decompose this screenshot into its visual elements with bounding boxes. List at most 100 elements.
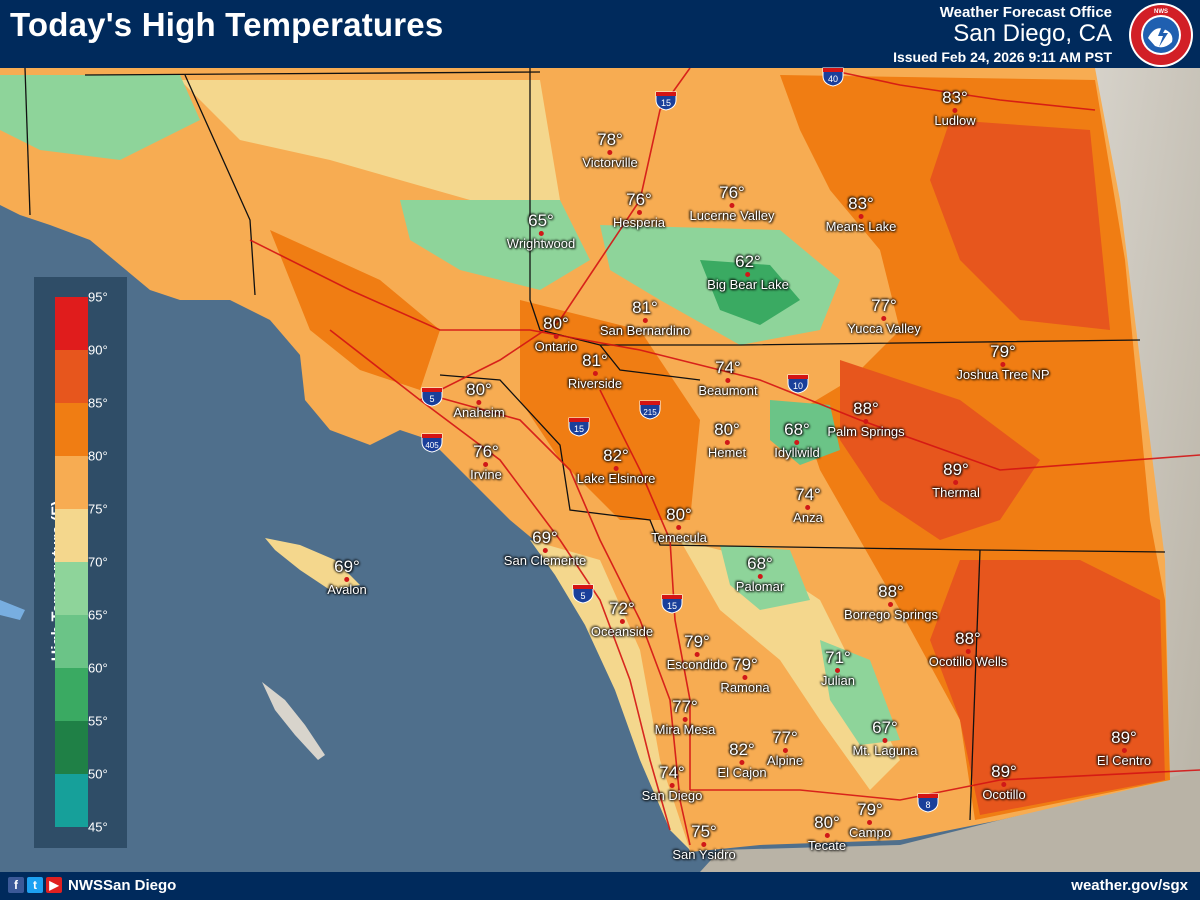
city-name: Riverside — [567, 375, 623, 391]
offshore-island-west — [0, 600, 25, 620]
svg-text:405: 405 — [425, 441, 439, 450]
cool-high-desert — [180, 80, 560, 200]
city-temp: 68° — [747, 554, 773, 573]
city-name: Hemet — [707, 444, 747, 460]
city-name: Avalon — [327, 581, 367, 597]
city-dot-icon — [476, 399, 482, 405]
city-temp: 77° — [672, 697, 698, 716]
city-temp: 77° — [772, 728, 798, 747]
legend-swatch-60-65 — [55, 615, 88, 668]
city-dot-icon — [858, 213, 864, 219]
interstate-5-shield-icon: 5 — [421, 387, 443, 407]
city-dot-icon — [725, 377, 731, 383]
city-name: Oceanside — [590, 623, 654, 639]
city-name: Joshua Tree NP — [956, 366, 1050, 382]
city-temp: 80° — [466, 380, 492, 399]
city-temp: 79° — [684, 632, 710, 651]
city-dot-icon — [344, 576, 350, 582]
city-dot-icon — [863, 418, 869, 424]
city-dot-icon — [642, 317, 648, 323]
website-link[interactable]: weather.gov/sgx — [1071, 877, 1188, 894]
city-palm-springs: 88° Palm Springs — [827, 400, 904, 438]
city-dot-icon — [538, 230, 544, 236]
city-lucerne-valley: 76° Lucerne Valley — [689, 184, 774, 222]
interstate-5-south-shield-icon: 5 — [572, 584, 594, 604]
city-temp: 78° — [597, 130, 623, 149]
city-anaheim: 80° Anaheim — [453, 381, 504, 419]
svg-text:215: 215 — [643, 408, 657, 417]
city-dot-icon — [952, 107, 958, 113]
city-campo: 79° Campo — [849, 801, 891, 839]
city-name: Hesperia — [612, 214, 666, 230]
interstate-8-shield-icon: 8 — [917, 793, 939, 813]
twitter-icon[interactable]: t — [27, 877, 43, 893]
city-temecula: 80° Temecula — [651, 506, 707, 544]
temperature-map — [0, 68, 1200, 872]
city-dot-icon — [592, 370, 598, 376]
city-thermal: 89° Thermal — [932, 461, 980, 499]
green-palomar — [720, 545, 810, 610]
city-temp: 82° — [729, 740, 755, 759]
green-san-gabriel — [400, 200, 590, 290]
city-dot-icon — [835, 667, 841, 673]
city-name: Tecate — [807, 837, 847, 853]
city-dot-icon — [682, 716, 688, 722]
svg-text:15: 15 — [574, 424, 584, 434]
cool-coast-strip — [530, 540, 690, 850]
city-temp: 88° — [853, 399, 879, 418]
city-idyllwild: 68° Idyllwild — [774, 421, 820, 459]
city-dot-icon — [745, 271, 751, 277]
legend-swatch-90-95 — [55, 297, 88, 350]
city-el-cajon: 82° El Cajon — [717, 741, 766, 779]
city-temp: 88° — [955, 629, 981, 648]
city-name: Mira Mesa — [654, 721, 716, 737]
city-temp: 72° — [609, 599, 635, 618]
city-hesperia: 76° Hesperia — [613, 191, 665, 229]
legend-swatch-50-55 — [55, 721, 88, 774]
legend-tick: 95° — [88, 289, 108, 305]
very-hot-imperial — [930, 560, 1165, 815]
city-temp: 69° — [334, 557, 360, 576]
city-temp: 77° — [871, 296, 897, 315]
legend-swatch-70-75 — [55, 509, 88, 562]
city-temp: 80° — [666, 505, 692, 524]
city-name: Beaumont — [698, 382, 758, 398]
very-hot-mojave — [930, 120, 1110, 330]
green-laguna — [820, 640, 900, 745]
svg-text:15: 15 — [667, 601, 677, 611]
legend-tick: 60° — [88, 660, 108, 676]
facebook-icon[interactable]: f — [8, 877, 24, 893]
green-san-jacinto — [770, 400, 840, 465]
city-joshua-tree-np: 79° Joshua Tree NP — [956, 343, 1049, 381]
youtube-icon[interactable]: ▶ — [46, 877, 62, 893]
city-ramona: 79° Ramona — [720, 656, 769, 694]
svg-text:8: 8 — [925, 800, 930, 810]
city-name: Yucca Valley — [847, 320, 921, 336]
city-dot-icon — [607, 149, 613, 155]
city-temp: 76° — [719, 183, 745, 202]
city-temp: 80° — [543, 314, 569, 333]
city-wrightwood: 65° Wrightwood — [507, 212, 575, 250]
city-san-clemente: 69° San Clemente — [504, 529, 586, 567]
city-julian: 71° Julian — [821, 649, 855, 687]
social-handle[interactable]: NWSSan Diego — [68, 877, 177, 894]
highways — [249, 68, 1200, 846]
city-name: Alpine — [766, 752, 804, 768]
city-big-bear-lake: 62° Big Bear Lake — [707, 253, 789, 291]
legend-swatch-45-50 — [55, 774, 88, 827]
city-name: Ontario — [534, 338, 578, 354]
city-dot-icon — [724, 439, 730, 445]
city-dot-icon — [1121, 747, 1127, 753]
city-name: Means Lake — [825, 218, 897, 234]
city-temp: 74° — [659, 763, 685, 782]
cool-mountains — [680, 540, 900, 790]
temperature-legend: High Temperature (F) 95° 90° 85° 80° 75°… — [34, 277, 127, 848]
city-name: Julian — [821, 672, 855, 688]
city-temp: 81° — [582, 351, 608, 370]
city-san-diego: 74° San Diego — [642, 764, 703, 802]
city-lake-elsinore: 82° Lake Elsinore — [577, 447, 656, 485]
san-clemente-island — [262, 682, 325, 760]
city-ontario: 80° Ontario — [535, 315, 578, 353]
city-dot-icon — [613, 465, 619, 471]
city-name: Big Bear Lake — [707, 276, 789, 292]
